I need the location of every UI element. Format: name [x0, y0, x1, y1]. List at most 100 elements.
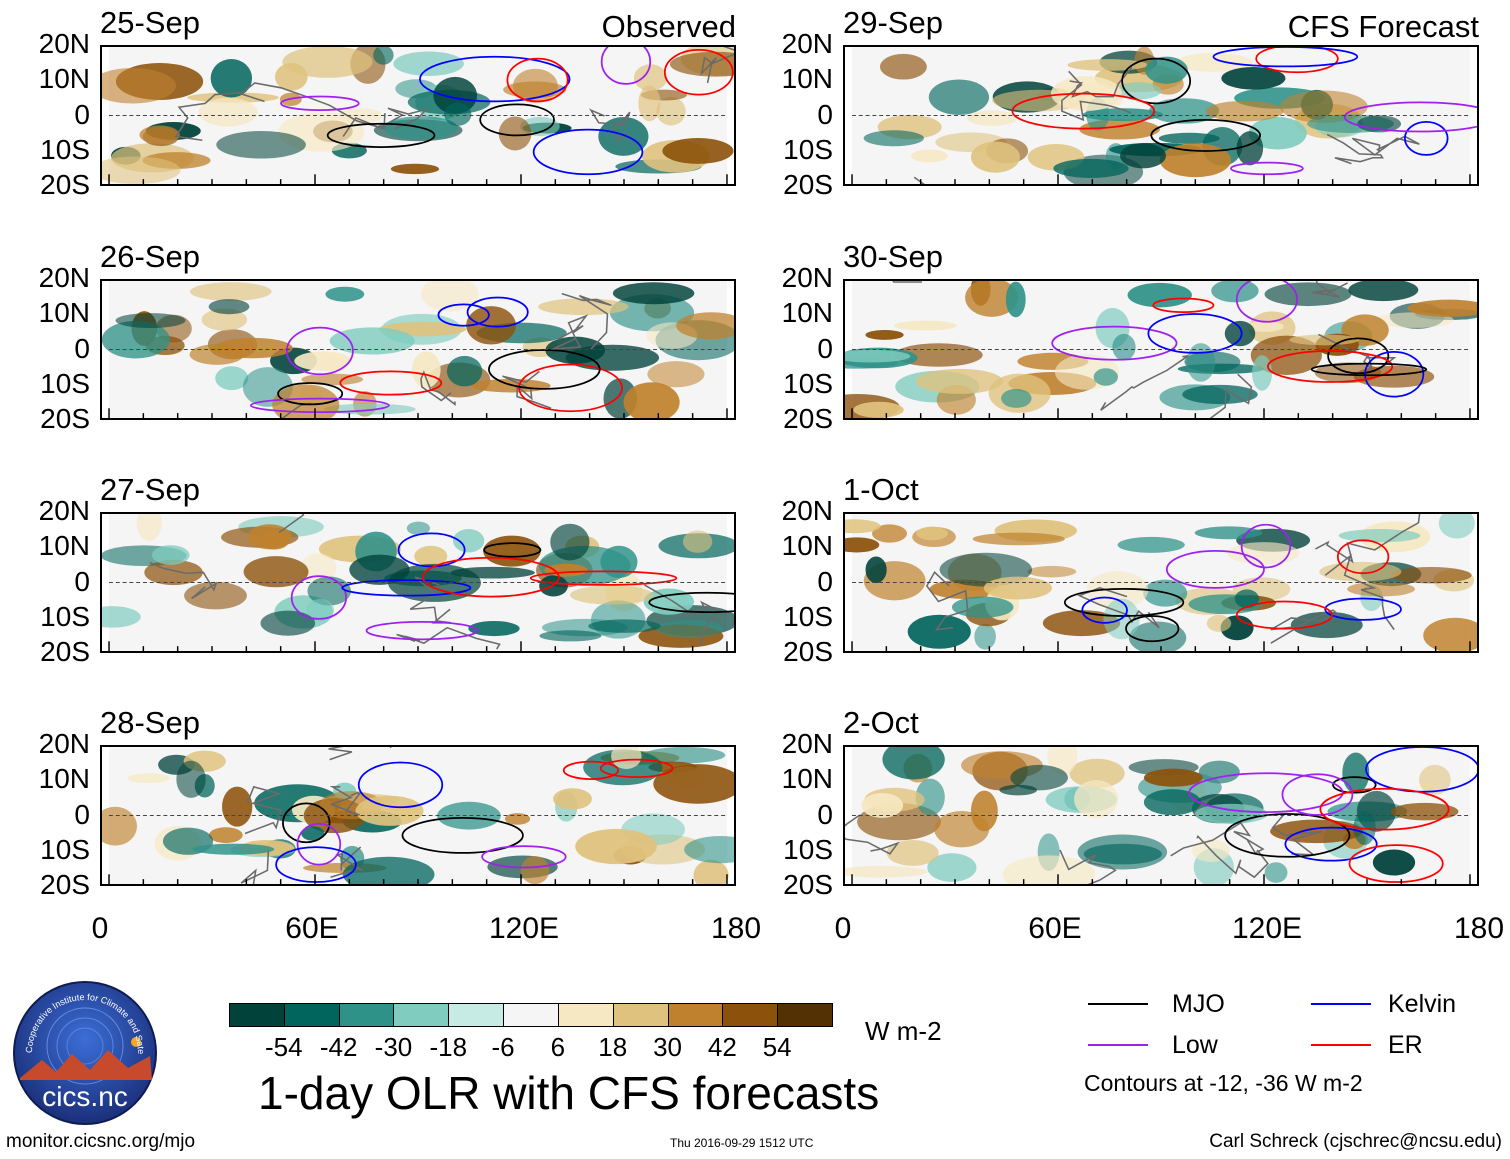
- lon-label: 120E: [488, 912, 560, 945]
- lat-label: 20S: [783, 403, 833, 434]
- coastline: [328, 747, 392, 761]
- er-contour: [1319, 787, 1450, 831]
- low-contour: [1281, 773, 1354, 816]
- legend-label-mjo: MJO: [1172, 990, 1225, 1018]
- er-contour: [421, 556, 560, 598]
- olr-map: [843, 45, 1479, 186]
- kelvin-contour: [1212, 47, 1359, 68]
- olr-anomaly-blob: [446, 355, 483, 387]
- map-panel-27-sep: 27-Sep 20N 10N 0 10S 20S: [39, 472, 736, 667]
- colorbar-swatch: [338, 1003, 395, 1027]
- olr-anomaly-blob: [1186, 343, 1216, 382]
- olr-anomaly-blob: [662, 138, 734, 164]
- olr-anomaly-blob: [115, 313, 186, 329]
- olr-anomaly-blob: [967, 110, 1018, 126]
- lat-label: 20S: [783, 869, 833, 900]
- olr-anomaly-blob: [1348, 281, 1419, 302]
- olr-anomaly-blob: [845, 865, 928, 878]
- olr-anomaly-blob: [1176, 53, 1253, 72]
- olr-anomaly-blob: [1005, 281, 1026, 318]
- olr-anomaly-blob: [355, 795, 424, 826]
- colorbar-swatch: [448, 1003, 505, 1027]
- olr-anomaly-blob: [468, 620, 520, 637]
- olr-anomaly-blob: [600, 545, 638, 579]
- lon-label: 180: [710, 912, 762, 945]
- lat-label: 10N: [38, 297, 90, 329]
- mjo-contour: [1310, 362, 1428, 377]
- colorbar-tick-label: 42: [707, 1032, 737, 1062]
- colorbar-tick-label: -42: [319, 1032, 358, 1062]
- kelvin-contour: [1364, 351, 1425, 398]
- olr-anomaly-blob: [213, 337, 293, 359]
- coastline: [1209, 373, 1253, 418]
- footer-url: monitor.cicsnc.org/mjo: [6, 1131, 196, 1152]
- coastline: [1326, 133, 1384, 165]
- lat-label: 10S: [783, 133, 833, 165]
- olr-anomaly-blob: [184, 581, 247, 610]
- olr-anomaly-blob: [1158, 132, 1220, 144]
- lat-label: 10S: [783, 833, 833, 865]
- mjo-contour: [648, 591, 734, 614]
- er-contour: [1011, 92, 1156, 130]
- coastline: [589, 108, 631, 142]
- olr-anomaly-blob: [550, 523, 590, 561]
- olr-anomaly-blob: [1194, 526, 1263, 540]
- er-contour: [518, 363, 623, 413]
- olr-anomaly-blob: [853, 401, 904, 418]
- lat-label: 20N: [781, 495, 833, 526]
- olr-anomaly-blob: [611, 747, 642, 769]
- coastline: [240, 850, 270, 884]
- olr-anomaly-blob: [1127, 282, 1192, 308]
- olr-anomaly-blob: [342, 856, 435, 884]
- olr-anomaly-blob: [466, 306, 516, 345]
- colorbar-tick-label: -18: [429, 1032, 468, 1062]
- low-contour: [296, 822, 342, 866]
- olr-anomaly-blob: [656, 96, 686, 126]
- coastline: [1270, 609, 1341, 644]
- olr-anomaly-blob: [373, 47, 394, 65]
- olr-anomaly-blob: [272, 384, 340, 418]
- olr-anomaly-blob: [886, 839, 939, 866]
- lat-label: 20N: [38, 28, 90, 59]
- lon-label: 60E: [285, 912, 339, 945]
- olr-anomaly-blob: [1205, 100, 1284, 122]
- coastline: [1069, 66, 1133, 98]
- coastline: [1196, 835, 1269, 879]
- olr-anomaly-blob: [151, 545, 190, 565]
- lat-label: 20N: [781, 28, 833, 59]
- panel-date: 25-Sep: [100, 5, 200, 40]
- map-panel-29-sep: 29-Sep CFS Forecast 20N 10N 0 10S 20S: [782, 5, 1479, 200]
- lat-label: 10N: [38, 530, 90, 562]
- olr-map: [843, 745, 1479, 886]
- olr-anomaly-blob: [176, 760, 206, 798]
- olr-anomaly-blob: [1053, 158, 1129, 178]
- olr-map: [843, 279, 1479, 420]
- olr-anomaly-blob: [1342, 752, 1370, 794]
- olr-anomaly-blob: [1182, 384, 1258, 405]
- lat-label: 0: [817, 565, 833, 597]
- coastline: [561, 292, 612, 350]
- olr-anomaly-blob: [974, 623, 996, 650]
- panel-date: 28-Sep: [100, 705, 200, 740]
- er-contour: [1152, 297, 1215, 313]
- mjo-contour: [479, 103, 555, 137]
- low-contour: [280, 95, 360, 112]
- olr-anomaly-blob: [612, 282, 695, 305]
- low-contour: [290, 575, 347, 620]
- lat-label: 0: [74, 332, 90, 364]
- lat-label: 10S: [40, 133, 90, 165]
- olr-anomaly-blob: [1252, 355, 1273, 391]
- olr-anomaly-blob: [565, 344, 660, 371]
- olr-anomaly-blob: [1289, 334, 1359, 346]
- olr-anomaly-blob: [1067, 59, 1148, 71]
- olr-anomaly-blob: [1211, 281, 1259, 303]
- olr-anomaly-blob: [539, 630, 602, 642]
- lat-label: 20S: [783, 169, 833, 200]
- colorbar-tick-label: 6: [550, 1032, 566, 1062]
- low-contour: [481, 845, 567, 869]
- lat-label: 20S: [40, 169, 90, 200]
- panel-date: 29-Sep: [843, 5, 943, 40]
- coastline: [1318, 333, 1397, 372]
- olr-anomaly-blob: [136, 514, 162, 541]
- panel-date: 2-Oct: [843, 705, 919, 740]
